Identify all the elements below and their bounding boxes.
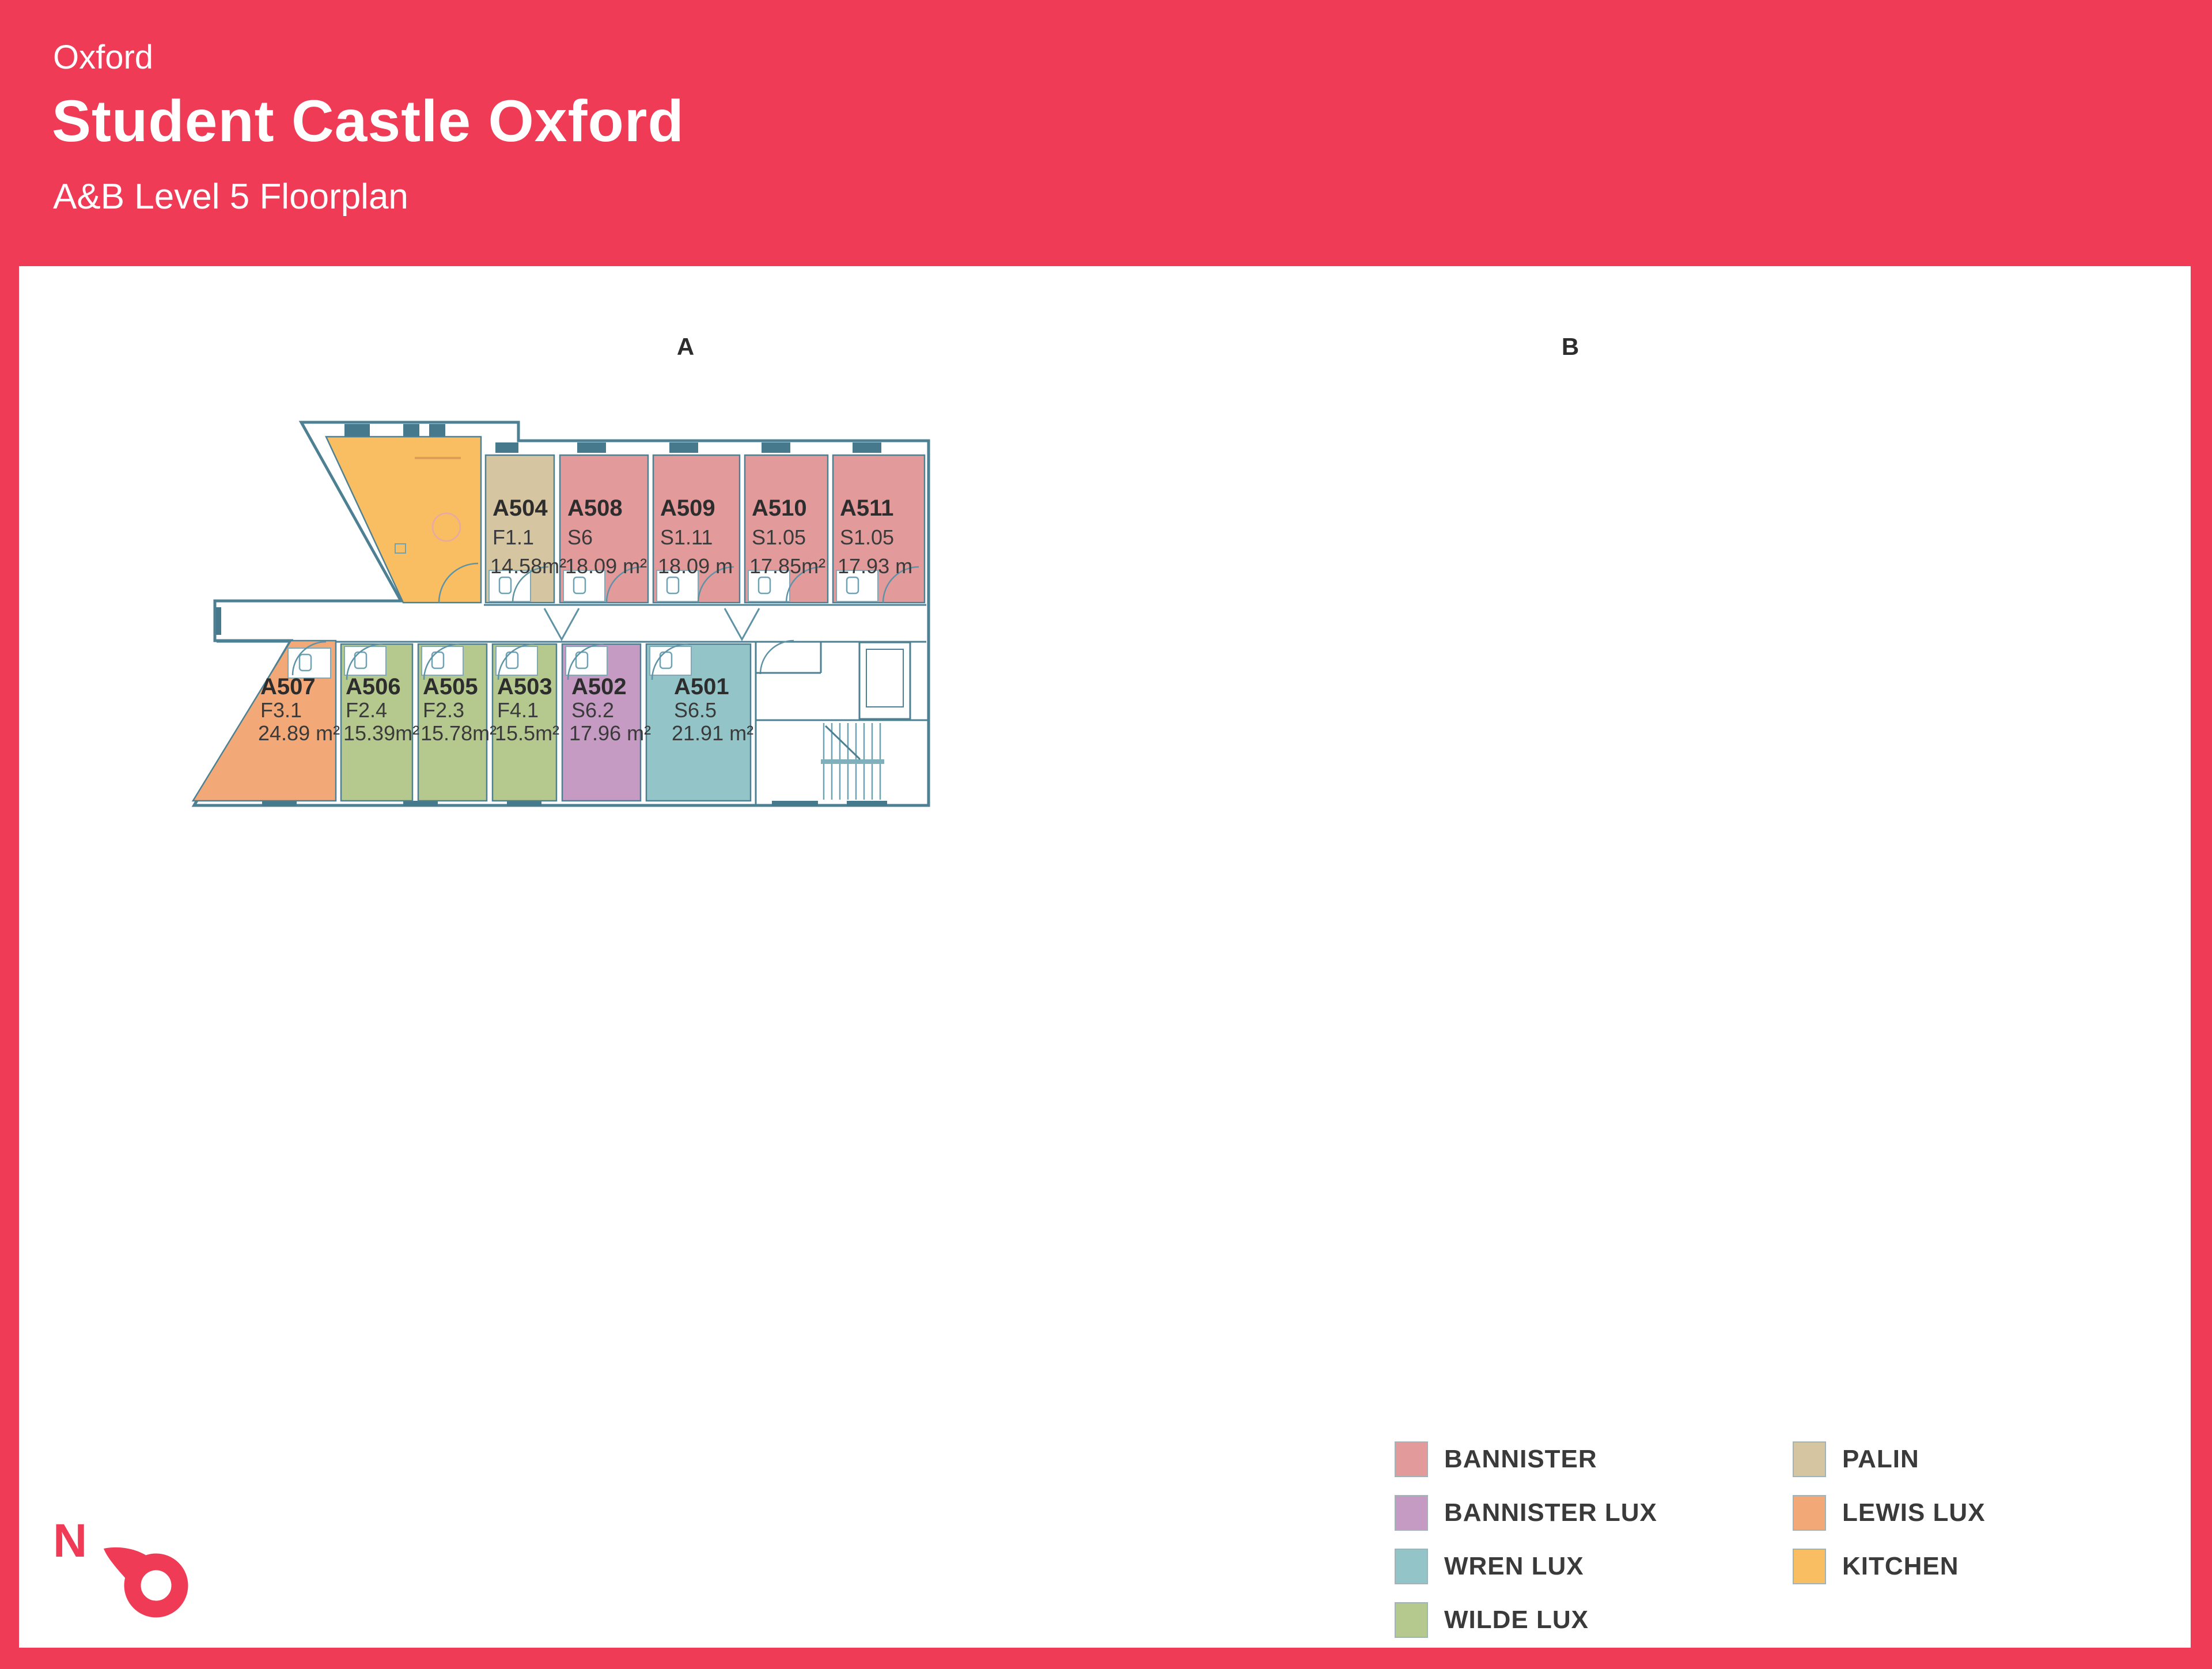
room-a503-type: F4.1 <box>497 698 539 722</box>
room-a502-type: S6.2 <box>571 698 614 722</box>
legend-label: KITCHEN <box>1842 1552 1959 1580</box>
legend-swatch-wren-lux <box>1395 1549 1428 1584</box>
stair-core <box>755 641 929 804</box>
legend-swatch-palin <box>1793 1441 1826 1477</box>
header-city: Oxford <box>53 39 154 76</box>
room-a505-code: A505 <box>423 674 478 699</box>
room-a511-area: 17.93 m <box>838 554 912 578</box>
room-a501-type: S6.5 <box>674 698 717 722</box>
legend-label: WILDE LUX <box>1444 1606 1589 1634</box>
room-a508-type: S6 <box>567 525 593 549</box>
legend-swatch-bannister-lux <box>1395 1495 1428 1531</box>
room-labels-bottom: A507 F3.1 24.89 m² A506 F2.4 15.39m² A50… <box>258 674 753 745</box>
north-label: N <box>53 1515 88 1567</box>
room-kitchen <box>325 436 482 604</box>
legend-label: LEWIS LUX <box>1842 1498 1986 1527</box>
room-a502-area: 17.96 m² <box>569 721 651 745</box>
legend-swatch-lewis-lux <box>1793 1495 1826 1531</box>
floorplan-block-a: A504 F1.1 14.58m² A508 S6 18.09 m² A509 … <box>191 421 930 807</box>
room-a507-type: F3.1 <box>260 698 302 722</box>
room-a506-type: F2.4 <box>346 698 387 722</box>
room-a505-type: F2.3 <box>423 698 464 722</box>
header-subtitle: A&B Level 5 Floorplan <box>53 177 408 217</box>
room-a510-type: S1.05 <box>752 525 806 549</box>
section-label-b: B <box>1561 333 1580 360</box>
room-a504-code: A504 <box>493 495 548 521</box>
legend-label: BANNISTER LUX <box>1444 1498 1657 1527</box>
room-a507-area: 24.89 m² <box>258 721 340 745</box>
ensuite-partitions-top <box>488 570 878 602</box>
room-a501-area: 21.91 m² <box>672 721 753 745</box>
legend-label: PALIN <box>1842 1445 1919 1473</box>
legend-swatch-kitchen <box>1793 1549 1826 1584</box>
room-a509-type: S1.11 <box>660 525 713 549</box>
room-a509-code: A509 <box>660 495 715 521</box>
room-a507-code: A507 <box>260 674 316 699</box>
ensuite-partitions-bottom <box>287 646 692 679</box>
room-a509-area: 18.09 m <box>658 554 733 578</box>
room-a507 <box>191 639 337 802</box>
room-a510-area: 17.85m² <box>749 554 825 578</box>
room-a508-area: 18.09 m² <box>565 554 647 578</box>
legend-swatch-bannister <box>1395 1441 1428 1477</box>
room-a506-area: 15.39m² <box>343 721 419 745</box>
north-compass-icon <box>101 1544 194 1622</box>
room-a508-code: A508 <box>567 495 623 521</box>
room-a502-code: A502 <box>571 674 627 699</box>
legend-swatch-wilde-lux <box>1395 1602 1428 1638</box>
room-a503-code: A503 <box>497 674 552 699</box>
corridor-chevrons <box>543 608 760 642</box>
room-a504-type: F1.1 <box>493 525 534 549</box>
room-labels-top: A504 F1.1 14.58m² A508 S6 18.09 m² A509 … <box>490 495 912 578</box>
room-a505-area: 15.78m² <box>421 721 497 745</box>
windows <box>216 424 887 806</box>
section-label-a: A <box>676 333 695 360</box>
room-a503-area: 15.5m² <box>495 721 559 745</box>
door-arcs <box>291 562 919 680</box>
kitchen-fittings <box>395 457 461 554</box>
room-a506-code: A506 <box>346 674 401 699</box>
room-a511-type: S1.05 <box>840 525 894 549</box>
room-a511-code: A511 <box>840 495 893 521</box>
legend-label: BANNISTER <box>1444 1445 1597 1473</box>
room-a504-area: 14.58m² <box>490 554 566 578</box>
page-title: Student Castle Oxford <box>52 88 684 154</box>
room-a510-code: A510 <box>752 495 807 521</box>
room-a501-code: A501 <box>674 674 729 699</box>
legend-label: WREN LUX <box>1444 1552 1584 1580</box>
